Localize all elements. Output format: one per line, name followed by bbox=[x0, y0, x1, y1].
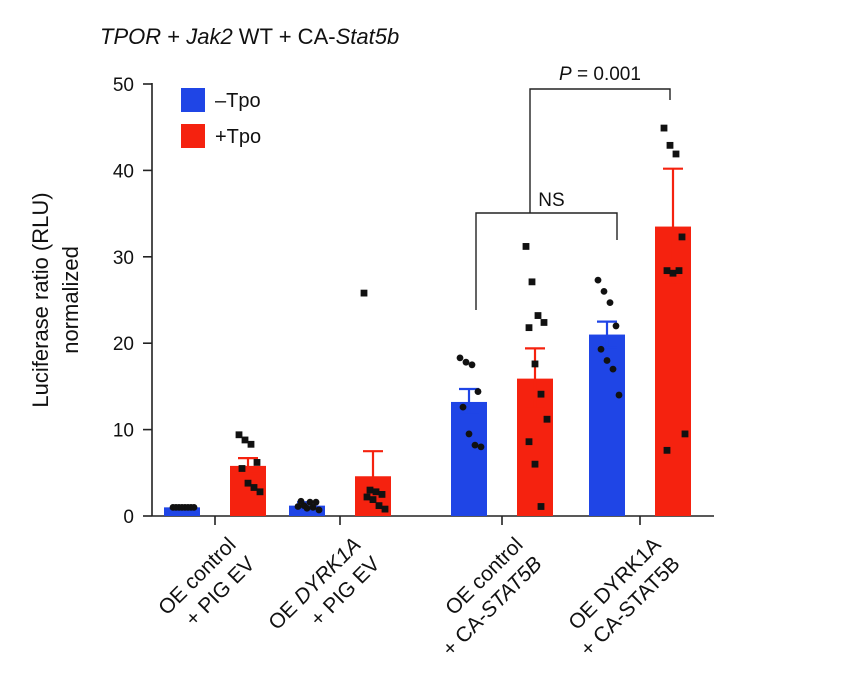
data-point-0-2-1 bbox=[462, 358, 470, 366]
data-point-0-2-5 bbox=[465, 430, 473, 438]
legend-swatch-1 bbox=[181, 124, 205, 148]
data-point-0-3-6 bbox=[609, 365, 617, 373]
y-axis-title-line-0: Luciferase ratio (RLU) bbox=[28, 192, 53, 407]
data-point-0-0-7 bbox=[190, 503, 198, 511]
y-tick-label-1: 10 bbox=[113, 421, 134, 442]
significance-label-p-italic: P bbox=[559, 64, 572, 85]
data-point-1-1-5 bbox=[369, 496, 377, 503]
data-point-0-3-3 bbox=[612, 322, 620, 330]
bar-minus-tpo-2 bbox=[451, 401, 487, 516]
data-point-0-0-5 bbox=[178, 503, 186, 511]
data-point-0-2-6 bbox=[471, 441, 479, 449]
data-point-0-2-3 bbox=[474, 388, 482, 395]
data-point-1-0-1 bbox=[241, 436, 249, 444]
data-point-1-3-3 bbox=[678, 233, 686, 241]
data-point-1-0-3 bbox=[253, 459, 261, 466]
data-point-1-2-8 bbox=[525, 438, 533, 446]
x-category-label-0: OE control+ PIG EV bbox=[154, 533, 260, 639]
data-point-1-2-1 bbox=[528, 278, 536, 286]
data-point-1-1-6 bbox=[375, 502, 383, 510]
data-point-0-3-7 bbox=[615, 391, 623, 399]
data-point-1-2-4 bbox=[525, 324, 533, 332]
data-point-0-2-2 bbox=[468, 361, 476, 369]
y-axis-title-line-1: normalized bbox=[58, 246, 83, 354]
data-point-1-0-7 bbox=[256, 488, 264, 496]
data-point-1-3-2 bbox=[672, 150, 680, 158]
data-point-1-2-9 bbox=[531, 460, 539, 468]
data-point-1-1-4 bbox=[363, 493, 371, 501]
data-point-0-1-0 bbox=[294, 503, 302, 510]
bar-minus-tpo-0 bbox=[164, 507, 200, 516]
y-tick-label-0: 0 bbox=[123, 507, 134, 528]
data-point-0-1-2 bbox=[306, 498, 314, 506]
data-point-1-2-6 bbox=[537, 390, 545, 398]
data-point-1-1-7 bbox=[381, 505, 389, 513]
y-tick-label-4: 40 bbox=[113, 161, 134, 182]
data-point-0-1-5 bbox=[303, 504, 311, 512]
data-point-0-0-6 bbox=[184, 503, 192, 511]
data-point-1-3-7 bbox=[681, 430, 689, 438]
data-point-1-2-7 bbox=[543, 415, 551, 423]
data-point-1-3-8 bbox=[663, 446, 671, 454]
significance-bracket-ns bbox=[475, 212, 618, 310]
data-point-1-3-5 bbox=[669, 269, 677, 277]
legend-label-1: +Tpo bbox=[215, 126, 261, 148]
chart-title-part-1: + bbox=[161, 24, 186, 49]
chart-title-part-0: TPOR bbox=[100, 24, 161, 49]
data-point-1-2-5 bbox=[531, 360, 539, 368]
chart-title-part-4: Stat5b bbox=[336, 24, 400, 49]
x-category-label-3: OE DYRK1A+ CA-STAT5B bbox=[557, 533, 685, 661]
data-point-0-3-4 bbox=[597, 345, 605, 353]
data-point-1-1-2 bbox=[372, 488, 380, 496]
data-point-1-0-2 bbox=[247, 440, 255, 448]
data-point-1-1-0 bbox=[360, 289, 368, 297]
data-point-1-3-6 bbox=[675, 267, 683, 275]
data-point-0-3-2 bbox=[606, 299, 614, 306]
bar-minus-tpo-3 bbox=[589, 334, 625, 516]
data-point-0-3-5 bbox=[603, 357, 611, 364]
data-point-1-3-0 bbox=[660, 124, 668, 132]
y-tick-label-3: 30 bbox=[113, 248, 134, 269]
y-axis-title: Luciferase ratio (RLU) normalized bbox=[28, 192, 83, 407]
data-point-1-2-10 bbox=[537, 503, 545, 510]
data-point-1-3-1 bbox=[666, 141, 674, 149]
data-point-0-2-0 bbox=[456, 354, 464, 362]
chart-title-part-2: Jak2 bbox=[185, 24, 232, 49]
legend-label-0: –Tpo bbox=[215, 90, 261, 112]
significance-label-ns: NS bbox=[538, 190, 564, 211]
significance-label-p: P = 0.001 bbox=[559, 64, 641, 85]
data-point-0-2-4 bbox=[459, 403, 467, 411]
data-point-1-1-3 bbox=[378, 491, 386, 498]
data-point-1-0-6 bbox=[250, 484, 258, 491]
data-point-0-1-7 bbox=[315, 506, 323, 514]
data-point-1-0-4 bbox=[238, 465, 246, 472]
x-category-label-1: OE DYRK1A+ PIG EV bbox=[264, 533, 384, 653]
y-tick-label-5: 50 bbox=[113, 75, 134, 96]
data-point-0-1-6 bbox=[309, 503, 317, 511]
significance-label-p-value: = 0.001 bbox=[572, 64, 641, 85]
data-point-0-0-4 bbox=[172, 503, 180, 511]
data-point-1-2-2 bbox=[534, 312, 542, 319]
data-point-1-3-4 bbox=[663, 267, 671, 275]
chart-title: TPOR + Jak2 WT + CA-Stat5b bbox=[100, 24, 399, 49]
data-point-1-0-5 bbox=[244, 479, 252, 487]
data-point-0-1-4 bbox=[297, 497, 305, 505]
data-point-1-0-0 bbox=[235, 431, 243, 439]
data-point-1-2-0 bbox=[522, 243, 530, 250]
chart-title-part-3: WT + CA- bbox=[233, 24, 336, 49]
legend-swatch-0 bbox=[181, 88, 205, 112]
y-tick-label-2: 20 bbox=[113, 334, 134, 355]
x-category-label-2: OE control+ CA-STAT5B bbox=[419, 533, 547, 661]
data-point-0-3-0 bbox=[594, 276, 602, 284]
data-point-0-1-3 bbox=[312, 498, 320, 506]
data-point-0-3-1 bbox=[600, 287, 608, 295]
data-point-0-2-7 bbox=[477, 443, 485, 451]
data-point-1-2-3 bbox=[540, 319, 548, 326]
significance-bracket-p bbox=[529, 88, 671, 213]
data-point-1-1-1 bbox=[366, 486, 374, 494]
